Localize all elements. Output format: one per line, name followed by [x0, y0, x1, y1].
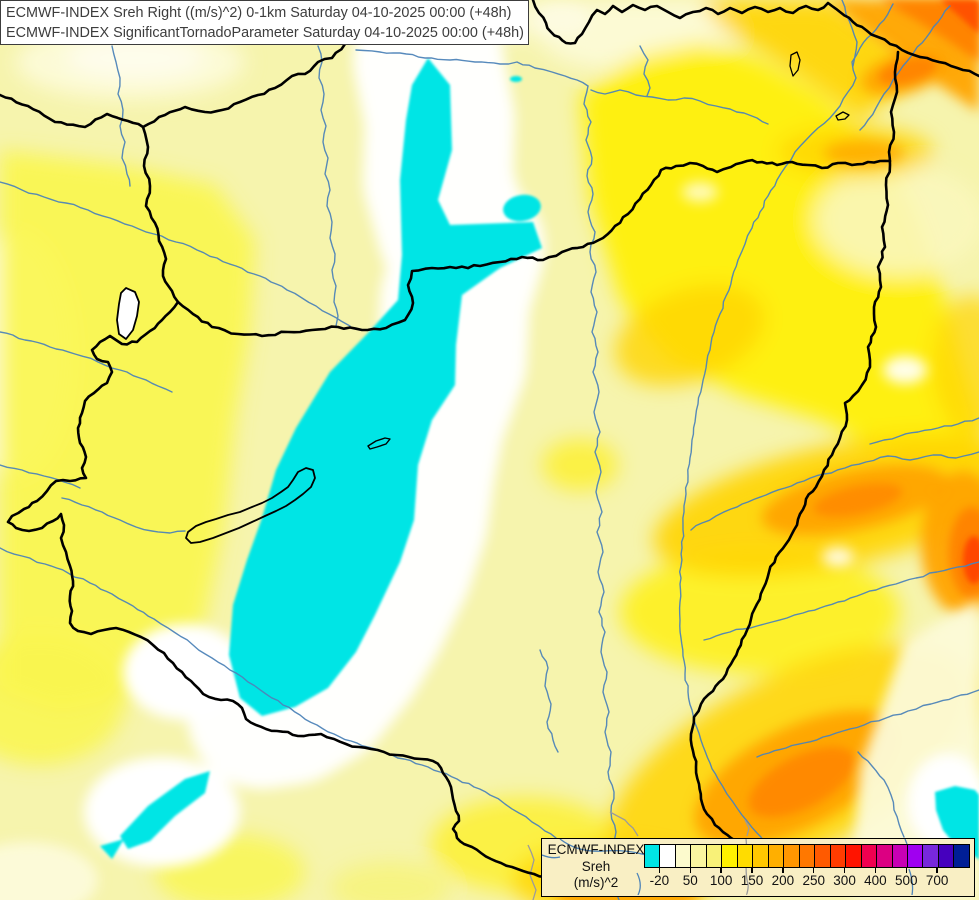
colorbar-tick — [751, 868, 753, 873]
river — [590, 89, 769, 125]
colorbar-swatch — [860, 845, 877, 867]
colorbar-swatch — [906, 845, 923, 867]
river — [756, 689, 979, 758]
river — [317, 45, 339, 327]
colorbar-swatch — [645, 845, 660, 867]
small-lake-outline — [789, 51, 801, 77]
legend-label-line1: ECMWF-INDEX — [547, 842, 645, 857]
country-border — [6, 300, 547, 879]
legend-colorbar — [644, 844, 970, 868]
colorbar-swatch — [674, 845, 691, 867]
legend-box: ECMWF-INDEX Sreh (m/s)^2 -20 50 100 150 200 2… — [541, 838, 975, 897]
colorbar-swatch — [705, 845, 722, 867]
river — [857, 751, 905, 838]
map-title-box: ECMWF-INDEX Sreh Right ((m/s)^2) 0-1km S… — [0, 0, 529, 45]
colorbar-swatch — [876, 845, 892, 867]
river — [0, 331, 173, 393]
river — [355, 49, 589, 87]
colorbar-tick-label: 150 — [740, 873, 764, 888]
colorbar-tick — [658, 868, 661, 873]
colorbar-swatch — [814, 845, 830, 867]
lake-ferto-outline — [116, 287, 140, 340]
country-border — [531, 0, 979, 78]
lake-balaton-outline — [185, 467, 316, 544]
river — [0, 181, 351, 327]
legend-label-line2: Sreh — [581, 858, 611, 874]
river — [639, 45, 651, 97]
colorbar-tick — [813, 868, 815, 873]
country-border — [141, 125, 180, 304]
river — [869, 417, 979, 445]
colorbar-swatch — [922, 845, 938, 867]
river — [0, 547, 557, 839]
field-layer-cyan — [100, 58, 979, 860]
colorbar-swatch — [953, 845, 969, 867]
colorbar-tick-label: 400 — [864, 873, 887, 888]
river — [61, 497, 186, 534]
field-layer-red-orange — [940, 0, 979, 584]
colorbar-swatch — [659, 845, 675, 867]
colorbar-tick-label: 100 — [709, 873, 733, 888]
country-border — [176, 158, 892, 338]
lake-velence-outline — [367, 437, 391, 450]
colorbar-swatch — [845, 845, 861, 867]
colorbar-swatch — [721, 845, 737, 867]
colorbar-swatch — [752, 845, 768, 867]
colorbar-tick — [843, 868, 846, 873]
legend-label-line3: (m/s)^2 — [573, 875, 619, 890]
river — [539, 649, 559, 753]
county-border — [527, 844, 537, 900]
legend-label: ECMWF-INDEX Sreh (m/s)^2 — [546, 842, 646, 892]
county-border — [609, 811, 639, 837]
colorbar-tick-label: 500 — [895, 873, 918, 888]
county-border — [744, 819, 750, 837]
colorbar-tick-label: 200 — [771, 873, 795, 888]
county-borders-layer — [527, 811, 750, 900]
colorbar-tick-label: -20 — [649, 873, 670, 888]
river — [859, 5, 951, 131]
map-title-line1: ECMWF-INDEX Sreh Right ((m/s)^2) 0-1km S… — [6, 5, 512, 21]
colorbar-tick — [905, 868, 907, 873]
colorbar-swatch — [798, 845, 815, 867]
colorbar-tick — [689, 868, 691, 873]
colorbar-tick-label: 700 — [925, 873, 949, 888]
colorbar-swatch — [891, 845, 907, 867]
map-title-line2: ECMWF-INDEX SignificantTornadoParameter … — [6, 25, 524, 41]
colorbar-tick — [720, 868, 722, 873]
colorbar-swatch — [690, 845, 706, 867]
colorbar-tick-label: 300 — [833, 873, 856, 888]
colorbar-swatch — [829, 845, 846, 867]
country-border — [0, 93, 145, 129]
colorbar-swatch — [937, 845, 954, 867]
colorbar-swatch — [783, 845, 799, 867]
colorbar-tick — [782, 868, 784, 873]
colorbar-swatch — [736, 845, 753, 867]
river — [583, 85, 620, 900]
colorbar-swatch — [767, 845, 784, 867]
river — [841, 0, 858, 67]
colorbar-tick — [874, 868, 877, 873]
colorbar-tick-label: 50 — [682, 873, 698, 888]
lakes-layer — [116, 51, 850, 544]
river — [678, 3, 894, 842]
country-border — [689, 50, 900, 846]
colorbar-tick-label: 250 — [802, 873, 825, 888]
legend-background-lines — [542, 839, 914, 895]
small-lake-outline — [835, 111, 850, 121]
colorbar-tick — [936, 868, 938, 873]
river — [0, 464, 81, 489]
